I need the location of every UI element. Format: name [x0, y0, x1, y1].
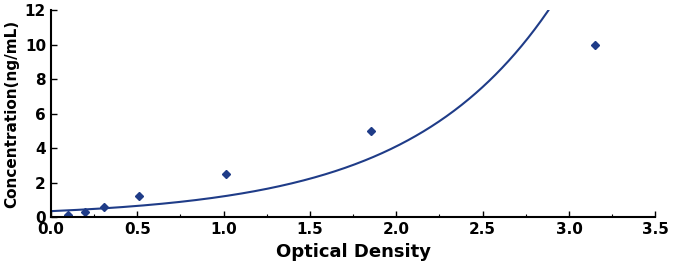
X-axis label: Optical Density: Optical Density: [276, 243, 431, 261]
Y-axis label: Concentration(ng/mL): Concentration(ng/mL): [4, 20, 19, 208]
